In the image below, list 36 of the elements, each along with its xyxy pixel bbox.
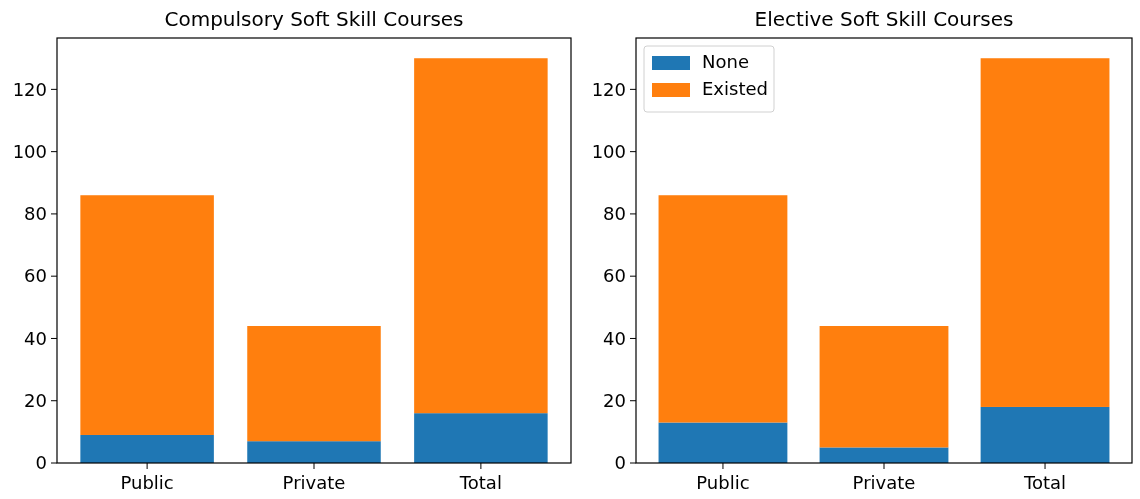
bar [80, 434, 214, 463]
chart-title: Compulsory Soft Skill Courses [164, 7, 464, 31]
x-tick-label: Private [852, 472, 916, 493]
y-tick-label: 100 [12, 140, 47, 162]
y-tick-label: 60 [603, 265, 626, 287]
bar [247, 326, 381, 442]
x-tick-label: Public [120, 472, 174, 493]
bar [819, 447, 949, 463]
y-tick-label: 0 [35, 452, 47, 474]
y-tick-label: 40 [603, 327, 626, 349]
y-tick-label: 120 [591, 78, 626, 100]
y-tick-label: 20 [603, 390, 626, 412]
y-tick-label: 0 [614, 452, 626, 474]
bar [819, 326, 949, 448]
legend-label: Existed [702, 78, 768, 99]
x-tick-label: Private [282, 472, 346, 493]
y-tick-label: 80 [603, 203, 626, 225]
bar [414, 58, 548, 414]
bar [980, 406, 1110, 463]
bar [414, 413, 548, 463]
x-tick-label: Total [1023, 472, 1067, 493]
y-tick-label: 40 [24, 327, 47, 349]
chart-title: Elective Soft Skill Courses [754, 7, 1014, 31]
y-tick-label: 60 [24, 265, 47, 287]
bar [658, 195, 788, 423]
y-tick-label: 20 [24, 390, 47, 412]
x-tick-label: Public [696, 472, 750, 493]
bar [980, 58, 1110, 407]
legend-label: None [702, 51, 749, 72]
x-tick-label: Total [458, 472, 502, 493]
y-tick-label: 100 [591, 140, 626, 162]
y-tick-label: 120 [12, 78, 47, 100]
bar [80, 195, 214, 435]
bar [658, 422, 788, 463]
bar [247, 441, 381, 463]
y-tick-label: 80 [24, 203, 47, 225]
